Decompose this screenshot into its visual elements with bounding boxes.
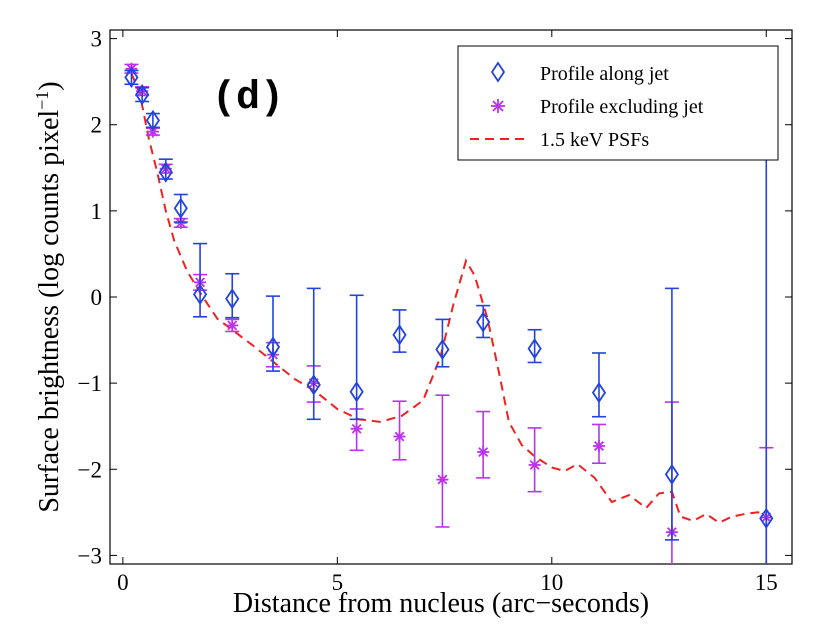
jet-point-marker: [759, 507, 774, 529]
excl-point-marker-stroke: [175, 217, 186, 228]
excl-point-marker: [174, 216, 187, 229]
jet-point-marker: [173, 197, 188, 219]
jet-point-marker: [476, 311, 491, 333]
jet-point-marker: [135, 83, 150, 106]
profile-along-jet-layer: [124, 66, 774, 564]
jet-point-marker: [435, 338, 450, 361]
excl-point-marker: [528, 458, 541, 471]
excl-point-marker-stroke: [529, 459, 540, 470]
excl-point-marker: [477, 446, 490, 459]
legend-asterisk-marker: [491, 99, 505, 113]
legend-label-along-jet: Profile along jet: [540, 63, 669, 85]
excl-point-marker: [436, 473, 449, 486]
excl-point-marker: [350, 422, 363, 435]
jet-point-marker: [158, 161, 173, 183]
y-axis-title-main: Surface brightness (log counts pixel: [34, 110, 65, 513]
excl-point-marker-stroke: [351, 423, 362, 434]
legend-label-excluding-jet: Profile excluding jet: [540, 96, 704, 118]
y-axis-title-superscript: −1: [32, 91, 52, 110]
excl-point-marker: [393, 430, 406, 443]
jet-point-marker: [664, 463, 679, 486]
jet-point-marker: [124, 66, 139, 88]
legend-asterisk-stroke: [492, 100, 504, 112]
jet-point-marker: [192, 283, 208, 306]
y-tick-label: −2: [78, 457, 102, 482]
psf-curve-layer: [130, 72, 767, 524]
legend-box: [457, 45, 779, 161]
axis-ticks: 0 5 10 15 −3 −2 −1 0 1 2 3: [78, 27, 792, 595]
legend: Profile along jet Profile excluding jet …: [457, 45, 779, 161]
y-axis-title-close: ): [34, 81, 65, 90]
jet-point-marker: [591, 381, 607, 404]
legend-asterisk: [491, 99, 505, 113]
legend-label-psf: 1.5 keV PSFs: [540, 129, 649, 151]
x-tick-label: 5: [332, 570, 344, 595]
y-tick-label: 3: [91, 27, 103, 52]
excl-point-marker-stroke: [437, 474, 448, 485]
psf-curve: [130, 72, 767, 524]
legend-diamond: [490, 61, 506, 83]
y-tick-label: 2: [91, 113, 103, 138]
x-tick-label: 15: [755, 570, 778, 595]
legend-diamond-marker: [490, 61, 506, 83]
excl-point-marker-stroke: [594, 441, 604, 451]
jet-point-marker: [392, 324, 407, 346]
excl-point-marker-stroke: [478, 447, 489, 457]
y-tick-label: −3: [78, 543, 102, 568]
jet-point-marker: [349, 381, 364, 403]
jet-point-marker: [306, 374, 321, 396]
excl-point-marker-stroke: [147, 126, 158, 137]
y-tick-label: −1: [78, 371, 102, 396]
jet-point-marker: [527, 338, 542, 360]
x-axis-title: Distance from nucleus (arc−seconds): [233, 588, 649, 619]
y-tick-label: 0: [91, 285, 103, 310]
jet-point-marker: [225, 288, 240, 310]
excl-point-marker: [226, 319, 239, 332]
excl-point-marker-stroke: [394, 431, 405, 442]
excl-point-marker-stroke: [227, 320, 238, 331]
jet-point-marker: [145, 109, 160, 132]
y-tick-label: 1: [91, 199, 103, 224]
jet-point-marker: [265, 336, 281, 358]
excl-point-marker: [592, 440, 605, 453]
y-axis-title: Surface brightness (log counts pixel−1): [32, 81, 65, 512]
x-tick-label: 10: [540, 570, 563, 595]
x-tick-label: 0: [117, 570, 129, 595]
panel-label: (d): [212, 76, 284, 121]
